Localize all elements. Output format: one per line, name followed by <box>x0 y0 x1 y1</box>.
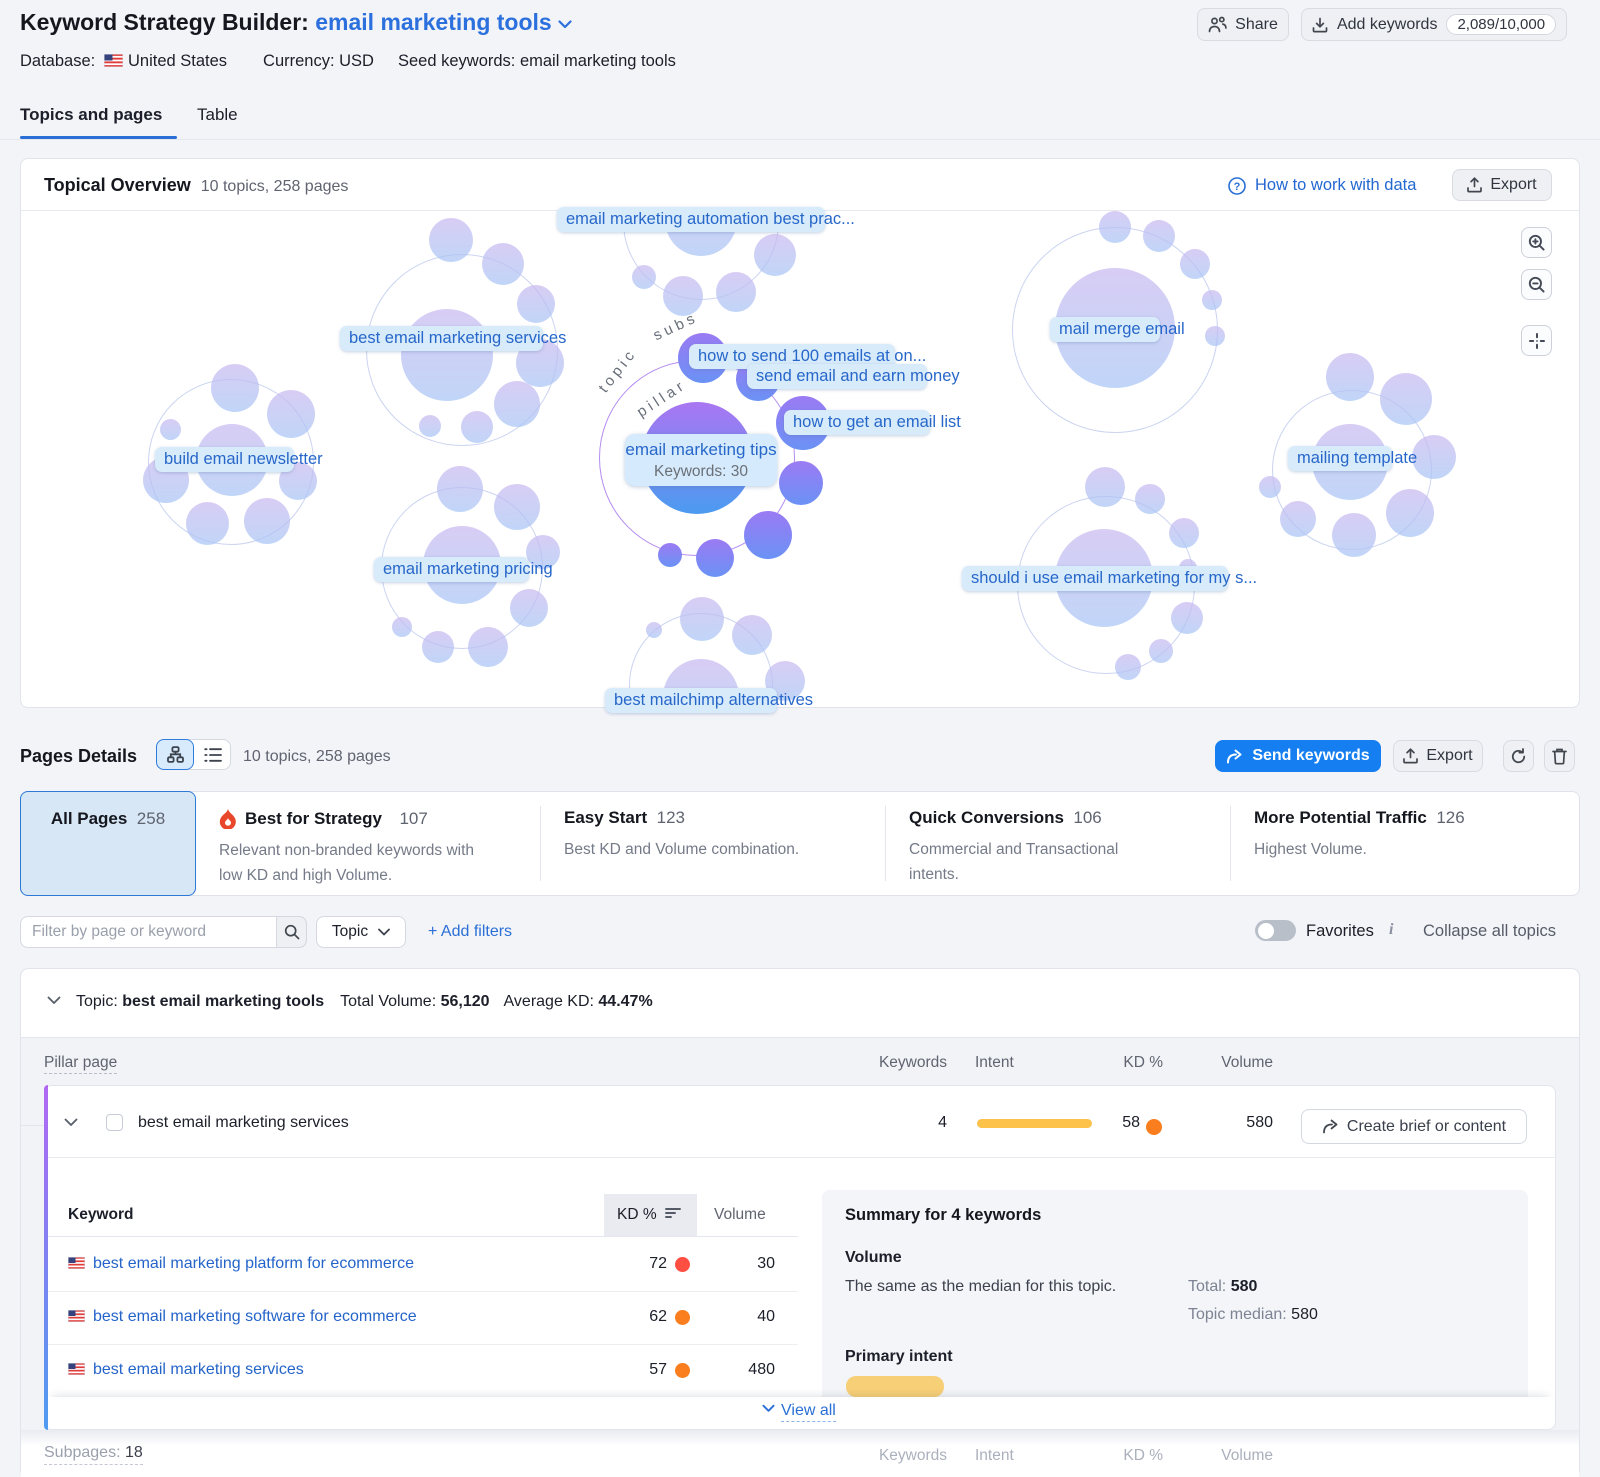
svg-text:?: ? <box>1234 181 1241 193</box>
